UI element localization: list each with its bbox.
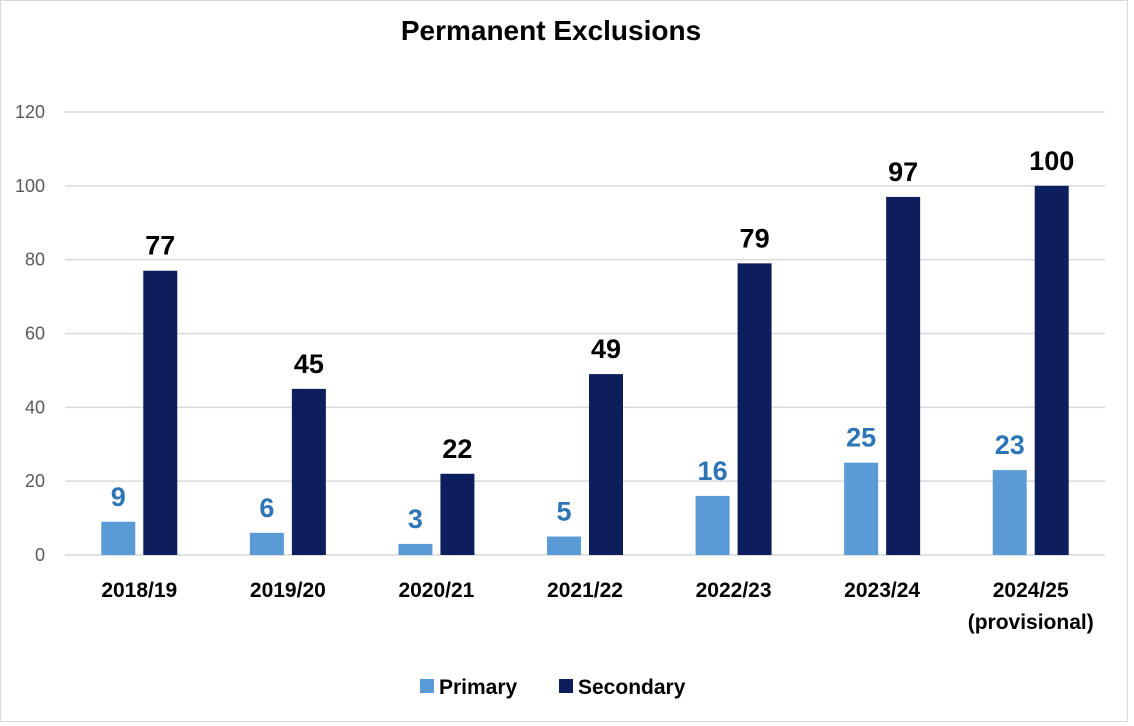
data-label-primary: 25 [846,423,876,453]
bar-primary [101,521,136,555]
bar-primary [398,543,433,555]
x-tick-label: 2021/22 [547,579,623,602]
data-label-secondary: 77 [145,231,175,261]
x-tick-label: 2019/20 [250,579,326,602]
bar-secondary [440,473,475,555]
y-tick-label: 100 [15,176,45,196]
bar-primary [844,462,879,555]
bar-secondary [589,374,623,555]
chart-title: Permanent Exclusions [400,15,702,46]
y-tick-label: 120 [15,102,45,122]
data-label-primary: 3 [408,504,423,534]
x-tick-label: 2020/21 [398,579,474,602]
data-label-primary: 16 [698,456,728,486]
y-tick-label: 60 [25,324,45,344]
data-label-secondary: 49 [591,334,621,364]
y-tick-label: 0 [35,545,45,565]
data-label-secondary: 100 [1029,146,1074,176]
data-label-secondary: 22 [442,434,472,464]
y-tick-label: 80 [25,250,45,270]
legend-swatch-primary [420,679,434,693]
legend-swatch-secondary [559,679,573,693]
data-label-primary: 23 [995,430,1025,460]
bar-secondary [143,270,178,555]
bar-primary [695,495,730,555]
bar-primary [547,536,581,555]
data-label-secondary: 45 [294,349,324,379]
data-label-secondary: 79 [740,223,770,253]
legend-label-primary: Primary [439,676,518,699]
y-tick-label: 40 [25,397,45,417]
bar-secondary [886,196,921,556]
x-tick-label: 2024/25 [993,579,1069,602]
x-tick-label: 2018/19 [101,579,177,602]
bar-primary [992,470,1027,555]
x-tick-label: 2023/24 [844,579,920,602]
bar-secondary [291,388,326,555]
x-tick-label: 2022/23 [696,579,772,602]
bar-secondary [1034,185,1069,556]
legend-label-secondary: Secondary [578,676,686,699]
bar-primary [249,532,284,555]
x-tick-label: (provisional) [968,611,1094,634]
data-label-secondary: 97 [888,157,918,187]
data-label-primary: 9 [111,482,126,512]
bar-secondary [737,263,772,555]
data-label-primary: 5 [556,497,571,527]
data-label-primary: 6 [259,493,274,523]
y-tick-label: 20 [25,471,45,491]
